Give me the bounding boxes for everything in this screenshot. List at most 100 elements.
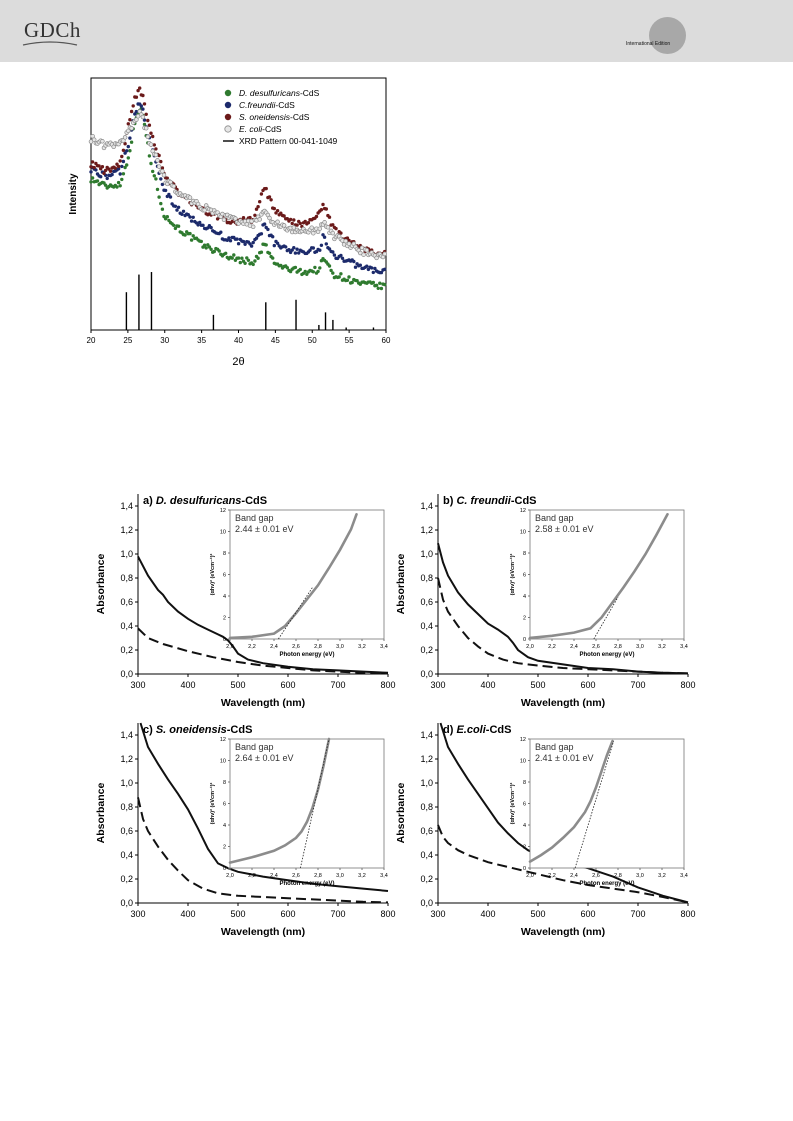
xrd-point [253, 213, 257, 217]
xrd-point [131, 104, 135, 108]
xrd-xtick-label-2: 30 [160, 336, 169, 345]
inset-fit-line [574, 740, 614, 869]
xrd-point [123, 165, 127, 170]
xrd-point [155, 158, 160, 163]
inset-y-tick-label-3: 6 [523, 802, 526, 808]
xrd-point [113, 166, 117, 170]
xrd-point [311, 270, 315, 274]
xrd-point [256, 205, 260, 209]
y-tick-label-7: 1,4 [120, 501, 133, 511]
xrd-legend-marker-1 [224, 101, 232, 109]
xrd-point [116, 167, 121, 171]
x-tick-label-3: 600 [580, 680, 595, 690]
panel-title: a) D. desulfuricans-CdS [143, 495, 267, 507]
x-tick-label-3: 600 [280, 680, 295, 690]
xrd-point [191, 234, 195, 238]
xrd-point [383, 267, 387, 271]
inset-y-tick-label-0: 0 [223, 866, 226, 872]
x-tick-label-2: 500 [530, 680, 545, 690]
xrd-point [221, 217, 227, 223]
xrd-point [90, 176, 95, 180]
xrd-point [120, 164, 124, 169]
xrd-point [172, 223, 176, 227]
xrd-point [352, 259, 356, 264]
inset-y-tick-label-5: 10 [520, 759, 526, 765]
inset-x-tick-label-0: 2,0 [226, 873, 234, 879]
xrd-series-2 [89, 86, 387, 257]
x-axis-label: Wavelength (nm) [221, 697, 305, 709]
xrd-point [141, 107, 145, 111]
xrd-point [373, 266, 377, 271]
xrd-legend-label-0: D. desulfuricans-CdS [239, 88, 320, 98]
xrd-legend-reference-label: XRD Pattern 00-041-1049 [239, 136, 338, 146]
xrd-point [288, 269, 293, 274]
xrd-point [168, 195, 173, 199]
y-tick-label-0: 0,0 [420, 669, 433, 679]
xrd-point [120, 177, 124, 182]
inset-x-tick-label-6: 3,2 [358, 873, 366, 879]
xrd-point [122, 135, 128, 140]
xrd-point [160, 169, 165, 174]
xrd-point [271, 256, 275, 260]
xrd-point [306, 221, 311, 225]
y-axis-label: Absorbance [95, 783, 107, 844]
edition-badge-text: International Edition [626, 41, 671, 47]
xrd-point [275, 219, 280, 225]
xrd-point [224, 251, 228, 255]
xrd-point [376, 286, 380, 290]
inset-y-tick-label-4: 8 [523, 780, 526, 786]
xrd-point [141, 93, 145, 98]
xrd-point [139, 104, 143, 108]
xrd-legend-marker-0 [224, 89, 232, 97]
inset-y-tick-label-4: 8 [223, 551, 226, 557]
xrd-point [332, 253, 337, 257]
inset-y-axis-label: (αhν)² (eVcm⁻¹)² [209, 782, 216, 824]
xrd-point [287, 248, 291, 252]
xrd-chart: 20 25 30 35 40 45 50 55 60 2θ Intensity D. desulfur… [68, 77, 391, 368]
xrd-point [290, 248, 294, 252]
xrd-point [250, 224, 256, 230]
xrd-point [243, 261, 247, 265]
xrd-point [199, 239, 203, 244]
xrd-y-axis-label: Intensity [68, 173, 79, 215]
inset-x-tick-label-6: 3,2 [658, 644, 666, 650]
y-tick-label-1: 0,2 [120, 874, 133, 884]
xrd-point [152, 174, 156, 178]
xrd-point [191, 215, 195, 219]
dashed-curve [137, 797, 389, 904]
xrd-point [316, 269, 320, 274]
inset-y-tick-label-0: 0 [523, 637, 526, 643]
xrd-point [145, 134, 151, 140]
xrd-point [118, 184, 122, 188]
xrd-point [266, 227, 270, 232]
inset-x-tick-label-4: 2,8 [614, 644, 622, 650]
xrd-point [321, 233, 325, 237]
y-tick-label-1: 0,2 [120, 645, 133, 655]
xrd-point [134, 117, 139, 122]
xrd-point [295, 247, 299, 251]
xrd-point [228, 239, 233, 243]
xrd-point [181, 209, 186, 213]
xrd-point [292, 246, 296, 250]
xrd-point [324, 207, 328, 211]
y-tick-label-2: 0,4 [420, 850, 433, 860]
inset-tauc-curve [228, 513, 358, 640]
xrd-point [126, 122, 130, 126]
xrd-point [212, 249, 216, 254]
xrd-point [151, 134, 155, 139]
xrd-point [236, 256, 241, 260]
inset-y-tick-label-2: 4 [223, 823, 226, 829]
xrd-point [295, 223, 299, 227]
solid-curve [139, 722, 389, 892]
xrd-point [293, 265, 298, 270]
inset-x-tick-label-4: 2,8 [314, 644, 322, 650]
inset-y-tick-label-3: 6 [523, 573, 526, 579]
inset-y-tick-label-5: 10 [220, 530, 226, 536]
xrd-point [383, 282, 387, 287]
xrd-point [92, 165, 96, 170]
y-tick-label-0: 0,0 [120, 898, 133, 908]
x-tick-label-0: 300 [430, 680, 445, 690]
xrd-point [99, 175, 103, 179]
edition-badge-circle [649, 17, 686, 54]
xrd-point [264, 243, 268, 247]
